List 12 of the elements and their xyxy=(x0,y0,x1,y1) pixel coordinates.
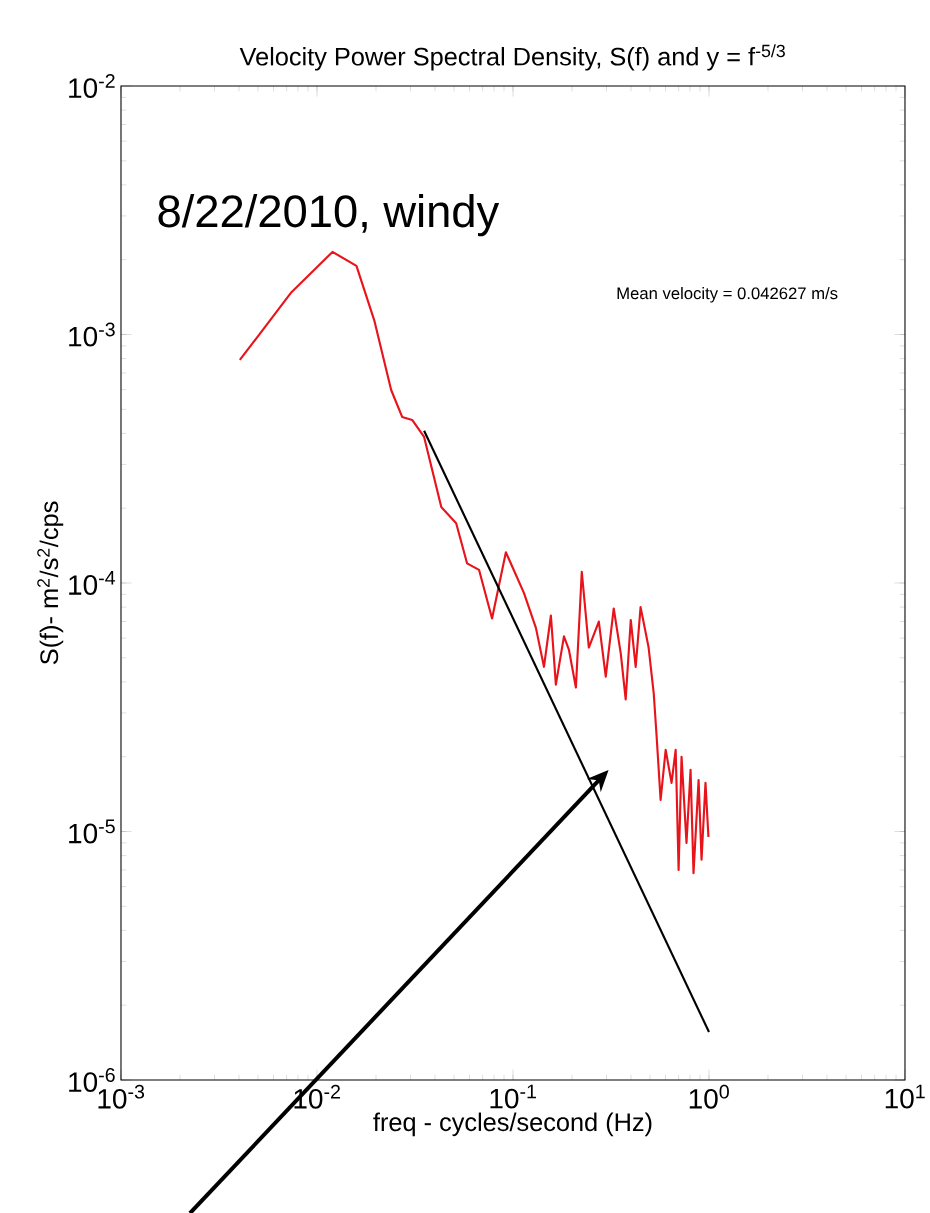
chart-title: Velocity Power Spectral Density, S(f) and y = f$^{-5/3}$ xyxy=(239,44,785,71)
annotation: Mean velocity = 0.042627 m/s xyxy=(617,286,838,303)
y-tick-label: 10$^{-5}$ xyxy=(69,819,115,844)
y-tick-label: 10$^{-3}$ xyxy=(69,322,115,347)
y-axis-title: S(f)- m$^{2}$/s$^{2}$/cps xyxy=(37,501,64,665)
annotation: 8/22/2010, windy xyxy=(158,194,500,237)
y-tick-label: 10$^{-2}$ xyxy=(69,74,115,98)
x-tick-label: 10$^{0}$ xyxy=(689,1084,729,1109)
y-tick-label: 10$^{-4}$ xyxy=(69,571,116,595)
x-axis-title: freq - cycles/second (Hz) xyxy=(373,1112,652,1137)
x-tick-label: 10$^{-1}$ xyxy=(490,1084,536,1109)
x-tick-label: 10$^{1}$ xyxy=(885,1084,925,1109)
